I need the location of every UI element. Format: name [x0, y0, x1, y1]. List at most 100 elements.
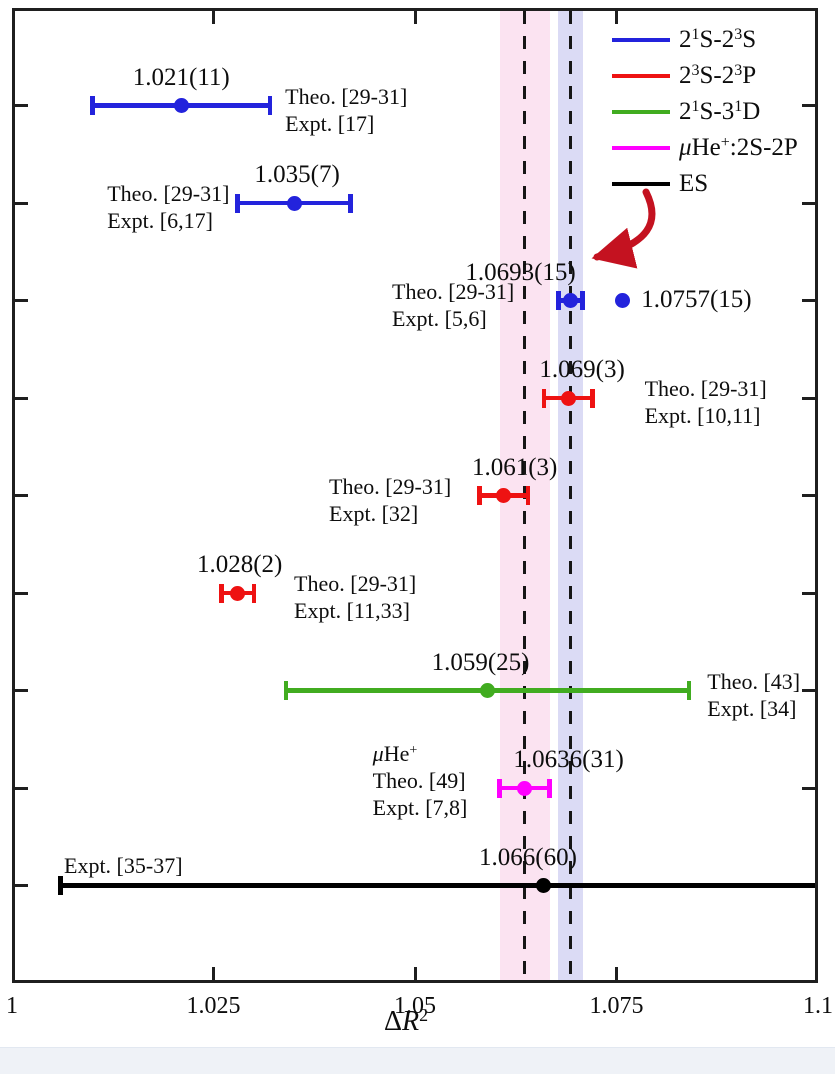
reference-label-line: Theo. [29-31] [392, 278, 515, 304]
reference-label-line: Expt. [10,11] [644, 403, 761, 428]
x-tick-top [615, 11, 618, 24]
reference-label: Theo. [29-31] Expt. [32] [329, 473, 451, 527]
value-label: 1.035(7) [254, 161, 340, 188]
x-tick-bottom [413, 967, 417, 980]
x-tick-label: 1 [6, 993, 18, 1019]
legend-item-2S-3D: 21S-31D [612, 94, 798, 130]
y-tick-left [15, 689, 28, 692]
reference-label: μHe+ Theo. [49] Expt. [7,8] [373, 740, 468, 821]
data-point-marker [563, 293, 579, 308]
legend-item-2S-2P: 23S-23P [612, 58, 798, 94]
reference-label-line: Theo. [29-31] [107, 181, 230, 206]
y-tick-left [15, 786, 28, 790]
data-point-marker [230, 585, 246, 601]
text-segment: He [383, 741, 410, 766]
error-bar-cap [525, 486, 531, 505]
text-segment: μ [679, 134, 692, 161]
reference-label: Theo. [29-31] Expt. [10,11] [645, 375, 767, 429]
text-segment: 1 [734, 98, 743, 115]
error-bar-cap [608, 291, 613, 310]
y-tick-right [802, 299, 815, 302]
y-tick-left [15, 494, 28, 497]
reference-label-line: Theo. [29-31] [285, 83, 408, 109]
text-segment: S-2 [699, 62, 735, 89]
y-tick-right [802, 591, 815, 595]
reference-label: Theo. [43] Expt. [34] [707, 668, 800, 722]
value-label: 1.061(3) [471, 453, 558, 481]
text-segment: 2 [679, 62, 692, 89]
extra-point-label: 1.0757(15) [641, 285, 752, 313]
text-segment: + [409, 741, 418, 758]
error-bar-cap [235, 193, 240, 213]
value-label: 1.059(25) [431, 648, 530, 676]
legend-swatch-2S-2P [612, 73, 670, 79]
data-point-marker [496, 488, 512, 503]
text-segment: 3 [691, 62, 700, 79]
reference-label-line: Expt. [35-37] [64, 852, 183, 878]
y-tick-right [802, 494, 815, 497]
annotation-arrow-icon [591, 188, 656, 269]
reference-label-line: Expt. [5,6] [392, 305, 487, 331]
text-segment: 2 [679, 26, 692, 53]
error-bar-cap [58, 876, 63, 895]
y-tick-right [802, 689, 815, 692]
error-bar-cap [590, 388, 595, 408]
x-tick-top [212, 11, 215, 24]
text-segment: S [742, 26, 757, 53]
reference-label: Theo. [29-31] Expt. [6,17] [107, 180, 229, 234]
plot-frame: 1.021(11) Theo. [29-31] Expt. [17] 1.035(7)… [12, 8, 818, 983]
xlabel-symbol: R [401, 1006, 420, 1037]
text-segment: 2 [679, 98, 692, 125]
text-segment: ES [679, 170, 709, 197]
x-tick-label: 1.025 [186, 993, 241, 1019]
reference-label-line: Expt. [17] [285, 110, 375, 136]
x-tick-bottom [212, 967, 215, 980]
reference-label: Expt. [35-37] [64, 852, 183, 879]
legend: 21S-23S 23S-23P 21S-31D μHe+:2S-2P ES [612, 22, 798, 202]
error-bar-cap [477, 486, 482, 505]
reference-label: Theo. [29-31] Expt. [5,6] [392, 278, 514, 332]
error-bar-cap [219, 583, 224, 603]
text-segment: D [742, 98, 761, 125]
legend-label-2S-2P: 23S-23P [679, 62, 756, 90]
error-bar-cap [497, 778, 502, 798]
text-segment: 1 [691, 98, 700, 115]
data-point-marker [614, 293, 630, 308]
legend-label-ES: ES [679, 170, 708, 198]
text-segment: He [691, 134, 721, 161]
data-point-marker [480, 683, 496, 698]
y-tick-right [802, 104, 815, 107]
legend-label-muHe-2S-2P: μHe+:2S-2P [679, 134, 798, 162]
xlabel-delta: Δ [383, 1006, 402, 1037]
reference-label: Theo. [29-31] Expt. [17] [285, 83, 407, 137]
legend-item-2S-2S: 21S-23S [612, 22, 798, 58]
error-bar-cap [632, 291, 637, 310]
x-tick-label: 1.075 [589, 993, 644, 1019]
value-label: 1.0636(31) [513, 746, 624, 773]
x-tick-top [413, 11, 417, 24]
legend-swatch-muHe-2S-2P [612, 145, 670, 151]
error-bar-cap [283, 681, 289, 700]
legend-swatch-2S-3D [612, 109, 670, 115]
y-tick-right [802, 396, 815, 400]
value-label: 1.028(2) [196, 551, 283, 578]
text-segment: P [742, 62, 757, 89]
y-tick-left [15, 201, 28, 205]
reference-label-line: Expt. [11,33] [294, 598, 410, 623]
reference-label-line: Expt. [7,8] [372, 795, 468, 820]
data-point-marker [560, 390, 576, 406]
text-segment: 3 [734, 62, 743, 79]
reference-label-line: Theo. [29-31] [644, 376, 767, 401]
error-bar-cap [547, 778, 552, 798]
error-bar-cap [267, 96, 273, 115]
reference-label-line: Theo. [49] [372, 768, 466, 793]
y-tick-right [802, 786, 815, 790]
legend-swatch-ES [612, 181, 670, 187]
x-tick-label: 1.1 [803, 993, 833, 1019]
legend-label-2S-3D: 21S-31D [679, 98, 760, 126]
y-tick-left [15, 396, 28, 400]
reference-label-line: Theo. [29-31] [294, 571, 417, 596]
text-segment: 3 [734, 26, 743, 43]
error-bar-cap [541, 388, 547, 408]
